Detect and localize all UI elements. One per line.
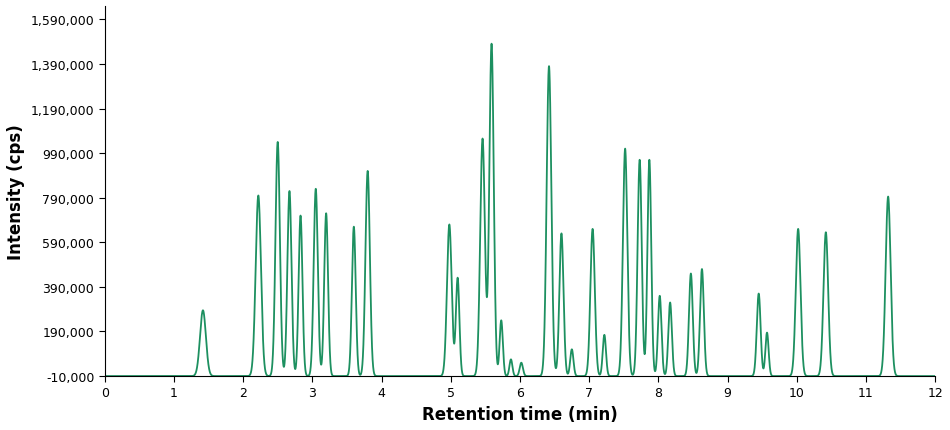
X-axis label: Retention time (min): Retention time (min) xyxy=(422,405,618,423)
Y-axis label: Intensity (cps): Intensity (cps) xyxy=(7,124,25,259)
